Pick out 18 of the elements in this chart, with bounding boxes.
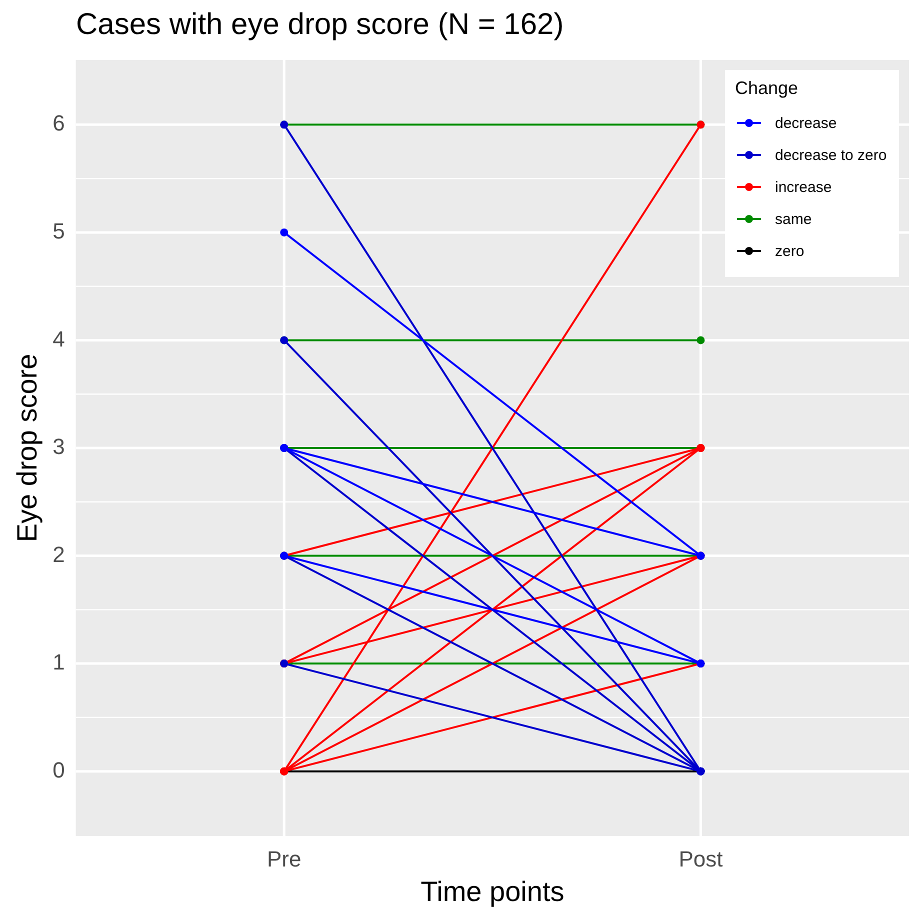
legend-label: same [775, 210, 812, 228]
y-tick-label: 3 [52, 434, 65, 460]
legend-label: increase [775, 178, 832, 196]
y-tick-label: 0 [52, 757, 65, 782]
legend-label: decrease to zero [775, 146, 887, 164]
y-tick-label: 1 [52, 650, 65, 675]
x-tick-label: Pre [267, 846, 302, 872]
y-tick-label: 5 [52, 218, 65, 244]
legend-title: Change [735, 78, 800, 99]
y-tick-label: 4 [52, 326, 65, 352]
legend-label: zero [775, 242, 804, 260]
legend-label: decrease [775, 114, 837, 132]
y-axis-title: Eye drop score [12, 354, 43, 542]
x-tick-label: Post [678, 846, 723, 872]
x-axis-title: Time points [420, 876, 564, 907]
y-tick-label: 6 [52, 110, 65, 136]
y-tick-label: 2 [52, 542, 65, 567]
chart-title: Cases with eye drop score (N = 162) [76, 8, 564, 42]
